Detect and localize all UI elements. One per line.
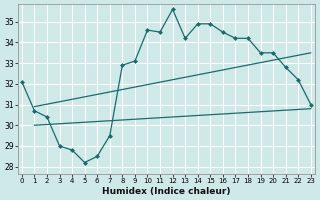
X-axis label: Humidex (Indice chaleur): Humidex (Indice chaleur) xyxy=(102,187,231,196)
